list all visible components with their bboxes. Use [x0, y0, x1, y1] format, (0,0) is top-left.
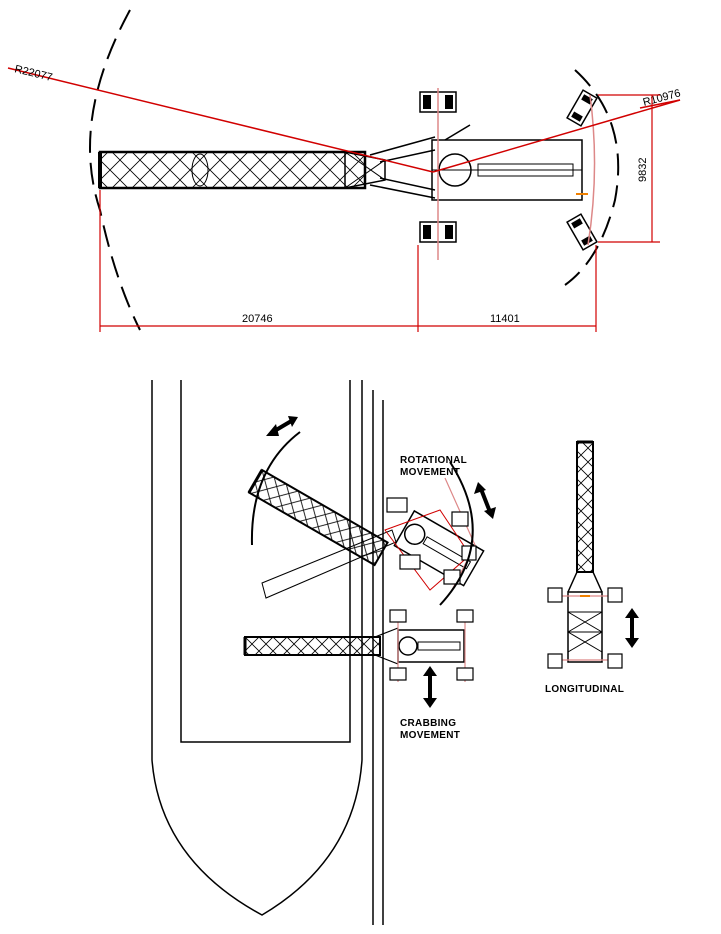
rotational-crane: ROTATIONAL MOVEMENT: [247, 416, 496, 606]
crabbing-label-1: CRABBING: [400, 718, 456, 729]
boom-truss: [98, 150, 386, 190]
crabbing-arrow: [423, 666, 437, 708]
inner-slew-arc: [564, 69, 620, 286]
ship-outline: [151, 380, 384, 925]
height-label: 9832: [637, 158, 649, 182]
length-right-label: 11401: [490, 313, 520, 325]
tie-bars: [369, 136, 436, 199]
rotational-arc-right: [439, 461, 474, 606]
right-bogies: [566, 89, 598, 251]
length-left-label: 20746: [242, 313, 273, 325]
carriage-frame: [431, 124, 583, 201]
inner-radius-line: [432, 99, 681, 173]
rotational-label-1: ROTATIONAL: [400, 455, 467, 466]
left-bogies: [419, 88, 457, 260]
longitudinal-label: LONGITUDINAL: [545, 684, 624, 695]
rotational-label-2: MOVEMENT: [400, 467, 460, 478]
longitudinal-arrow: [625, 608, 639, 648]
rotational-arrow-right: [474, 482, 496, 519]
outer-radius-label: R22077: [13, 63, 53, 84]
height-dimension: 9832: [598, 94, 660, 243]
outer-slew-arc: [89, 9, 141, 331]
rotational-arc-left: [250, 431, 301, 546]
outer-radius-line: [7, 67, 434, 173]
crabbing-crane: CRABBING MOVEMENT: [243, 609, 474, 741]
crabbing-label-2: MOVEMENT: [400, 730, 460, 741]
length-dimensions: 20746 11401: [99, 190, 597, 332]
rotational-arrow-left: [266, 416, 298, 436]
plan-view: R22077 R10976 9832 20746 11401: [7, 9, 682, 332]
longitudinal-crane: LONGITUDINAL: [545, 440, 639, 695]
inner-radius-leader: [639, 99, 681, 109]
